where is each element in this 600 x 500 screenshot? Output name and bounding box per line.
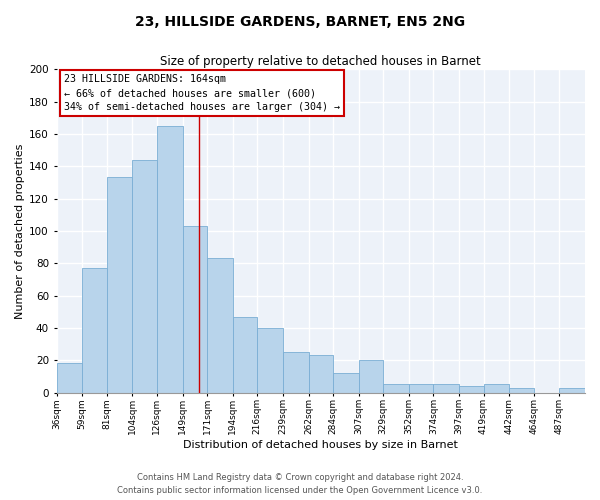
Bar	[409, 384, 433, 392]
Title: Size of property relative to detached houses in Barnet: Size of property relative to detached ho…	[160, 55, 481, 68]
Bar	[484, 384, 509, 392]
Bar	[333, 373, 359, 392]
Bar	[157, 126, 182, 392]
Bar	[133, 160, 157, 392]
Bar	[509, 388, 534, 392]
Text: Contains HM Land Registry data © Crown copyright and database right 2024.
Contai: Contains HM Land Registry data © Crown c…	[118, 474, 482, 495]
Bar	[283, 352, 308, 393]
Bar	[459, 386, 484, 392]
Y-axis label: Number of detached properties: Number of detached properties	[15, 143, 25, 318]
Bar	[433, 384, 459, 392]
Bar	[359, 360, 383, 392]
Bar	[308, 356, 333, 393]
Bar	[182, 226, 207, 392]
Bar	[559, 388, 585, 392]
Bar	[383, 384, 409, 392]
Text: 23, HILLSIDE GARDENS, BARNET, EN5 2NG: 23, HILLSIDE GARDENS, BARNET, EN5 2NG	[135, 15, 465, 29]
X-axis label: Distribution of detached houses by size in Barnet: Distribution of detached houses by size …	[184, 440, 458, 450]
Text: 23 HILLSIDE GARDENS: 164sqm
← 66% of detached houses are smaller (600)
34% of se: 23 HILLSIDE GARDENS: 164sqm ← 66% of det…	[64, 74, 340, 112]
Bar	[257, 328, 283, 392]
Bar	[56, 364, 82, 392]
Bar	[207, 258, 233, 392]
Bar	[107, 178, 133, 392]
Bar	[82, 268, 107, 392]
Bar	[233, 316, 257, 392]
